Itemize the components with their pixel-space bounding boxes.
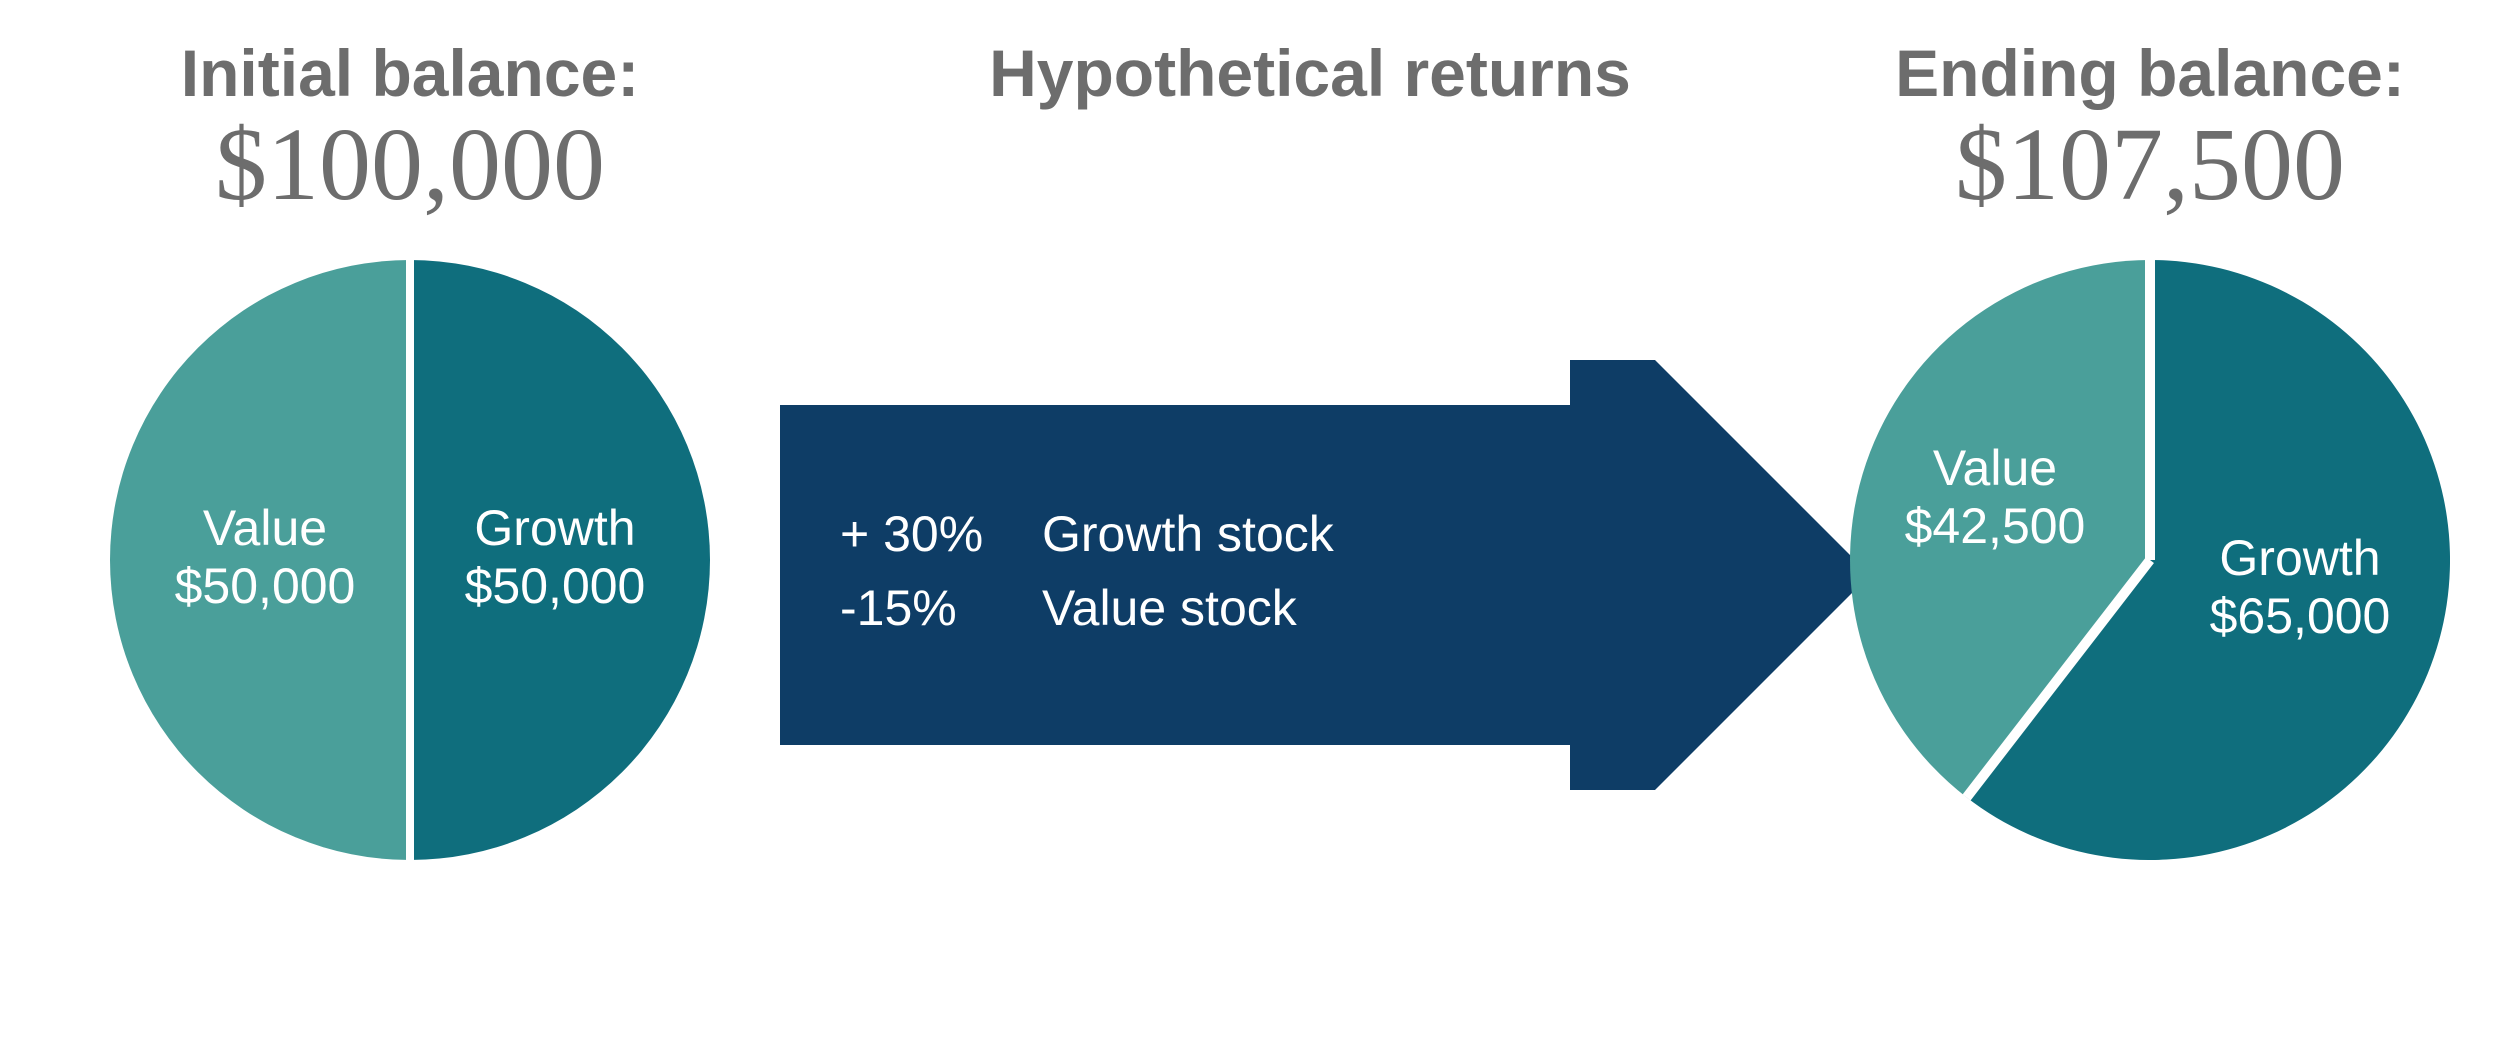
returns-arrow: + 30% Growth stock -15% Value stock [780, 360, 1870, 790]
returns-heading-section: Hypothetical returns [910, 35, 1710, 111]
initial-pie: Value $50,000 Growth $50,000 [110, 260, 710, 865]
initial-section: Initial balance: $100,000 Value $50,000 … [60, 35, 760, 865]
initial-value-label-name: Value [150, 500, 380, 558]
arrow-value-pct: -15% [840, 579, 1010, 637]
initial-growth-label: Growth $50,000 [440, 500, 670, 615]
ending-growth-label: Growth $65,000 [2180, 530, 2420, 645]
ending-growth-label-name: Growth [2180, 530, 2420, 588]
ending-heading: Ending balance: [1800, 35, 2500, 111]
arrow-growth-pct: + 30% [840, 505, 1010, 563]
infographic-canvas: Initial balance: $100,000 Value $50,000 … [0, 0, 2520, 1042]
initial-amount: $100,000 [60, 105, 760, 224]
ending-value-label: Value $42,500 [1880, 440, 2110, 555]
returns-heading: Hypothetical returns [910, 35, 1710, 111]
initial-value-label-amount: $50,000 [150, 558, 380, 616]
initial-growth-label-name: Growth [440, 500, 670, 558]
arrow-row-growth: + 30% Growth stock [840, 505, 1334, 563]
initial-heading: Initial balance: [60, 35, 760, 111]
ending-value-label-name: Value [1880, 440, 2110, 498]
ending-growth-label-amount: $65,000 [2180, 588, 2420, 646]
arrow-text-block: + 30% Growth stock -15% Value stock [840, 505, 1334, 637]
ending-value-label-amount: $42,500 [1880, 498, 2110, 556]
arrow-row-value: -15% Value stock [840, 579, 1334, 637]
arrow-growth-label: Growth stock [1042, 505, 1334, 563]
initial-value-label: Value $50,000 [150, 500, 380, 615]
ending-amount: $107,500 [1800, 105, 2500, 224]
initial-growth-label-amount: $50,000 [440, 558, 670, 616]
ending-pie: Value $42,500 Growth $65,000 [1850, 260, 2450, 865]
arrow-value-label: Value stock [1042, 579, 1297, 637]
ending-section: Ending balance: $107,500 Value $42,500 G… [1800, 35, 2500, 865]
